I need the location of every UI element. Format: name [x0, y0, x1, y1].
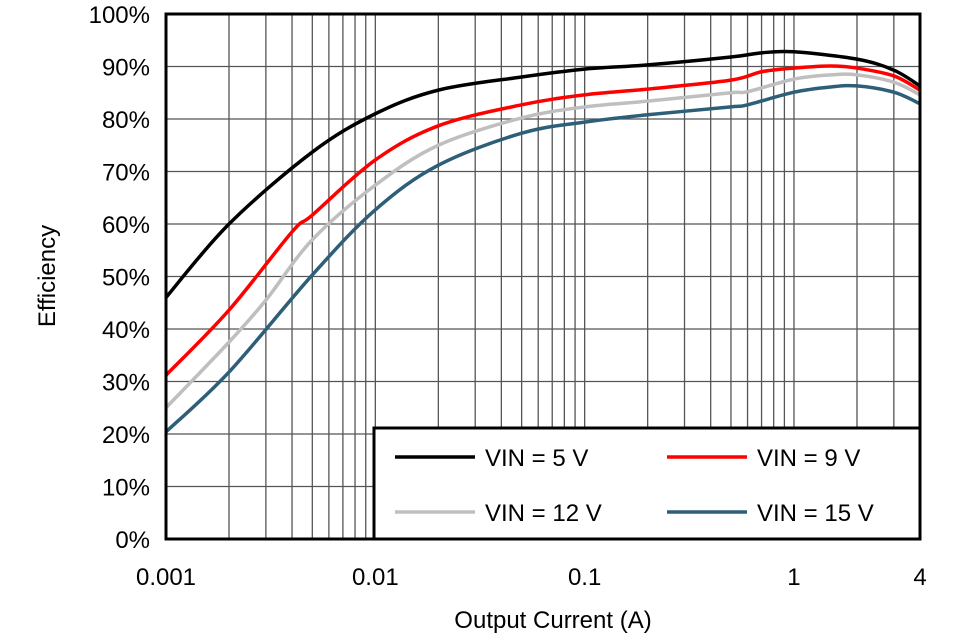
y-axis-label: Efficiency — [34, 225, 61, 327]
legend-label: VIN = 5 V — [485, 445, 588, 472]
y-tick-label: 70% — [102, 160, 150, 187]
legend: VIN = 5 V VIN = 9 V VIN = 12 V VIN = 15 V — [372, 426, 922, 541]
series-line-1 — [164, 49, 921, 299]
y-tick-label: 30% — [102, 370, 150, 397]
y-tick-label: 50% — [102, 265, 150, 292]
y-tick-label: 10% — [102, 475, 150, 502]
y-tick-label: 80% — [102, 107, 150, 134]
y-tick-labels: 0% 10% 20% 30% 40% 50% 60% 70% 80% 90% 100% — [89, 2, 150, 554]
x-tick-label: 0.01 — [352, 564, 399, 591]
series-line-3 — [164, 72, 921, 409]
legend-label: VIN = 12 V — [485, 500, 602, 527]
legend-label: VIN = 9 V — [757, 445, 860, 472]
x-tick-labels: 0.001 0.01 0.1 1 4 — [136, 564, 927, 591]
y-tick-label: 90% — [102, 55, 150, 82]
y-tick-label: 100% — [89, 2, 150, 29]
x-tick-label: 0.001 — [136, 564, 196, 591]
y-tick-label: 0% — [115, 527, 150, 554]
x-axis-label: Output Current (A) — [454, 607, 651, 634]
series-line-2 — [164, 64, 921, 377]
y-tick-label: 40% — [102, 317, 150, 344]
legend-box — [372, 426, 922, 541]
legend-label: VIN = 15 V — [757, 500, 874, 527]
series-group — [164, 49, 921, 434]
x-tick-label: 0.1 — [568, 564, 601, 591]
y-tick-label: 20% — [102, 422, 150, 449]
series-line-4 — [164, 83, 921, 434]
x-tick-label: 1 — [787, 564, 800, 591]
y-tick-label: 60% — [102, 212, 150, 239]
x-tick-label: 4 — [913, 564, 926, 591]
